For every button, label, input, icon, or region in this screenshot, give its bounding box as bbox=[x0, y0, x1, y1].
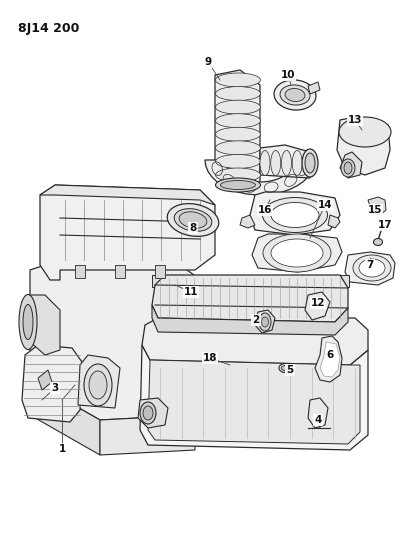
Polygon shape bbox=[252, 234, 342, 272]
Ellipse shape bbox=[167, 204, 219, 237]
Ellipse shape bbox=[285, 88, 305, 101]
Polygon shape bbox=[255, 310, 275, 333]
Polygon shape bbox=[195, 290, 220, 325]
Text: 18: 18 bbox=[203, 353, 217, 363]
Ellipse shape bbox=[305, 153, 315, 173]
Ellipse shape bbox=[280, 85, 310, 105]
Text: 17: 17 bbox=[378, 220, 392, 230]
Ellipse shape bbox=[374, 238, 383, 246]
Polygon shape bbox=[250, 192, 340, 235]
Text: 6: 6 bbox=[326, 350, 334, 360]
Ellipse shape bbox=[179, 212, 207, 228]
Ellipse shape bbox=[215, 168, 260, 182]
Text: 8: 8 bbox=[189, 223, 197, 233]
Ellipse shape bbox=[215, 155, 260, 168]
Text: 5: 5 bbox=[287, 365, 293, 375]
Ellipse shape bbox=[174, 209, 212, 231]
Polygon shape bbox=[152, 305, 348, 335]
Ellipse shape bbox=[84, 364, 112, 406]
Text: 1: 1 bbox=[58, 444, 66, 454]
Text: 16: 16 bbox=[258, 205, 272, 215]
Ellipse shape bbox=[271, 239, 323, 267]
Ellipse shape bbox=[262, 317, 269, 327]
Ellipse shape bbox=[282, 366, 289, 370]
Bar bbox=[152, 275, 349, 287]
Ellipse shape bbox=[292, 150, 302, 175]
Ellipse shape bbox=[259, 313, 271, 331]
Polygon shape bbox=[308, 82, 320, 94]
Polygon shape bbox=[345, 252, 395, 285]
Ellipse shape bbox=[263, 234, 331, 272]
Polygon shape bbox=[30, 380, 100, 455]
Polygon shape bbox=[38, 370, 52, 390]
Polygon shape bbox=[138, 398, 168, 428]
Polygon shape bbox=[205, 160, 315, 195]
Polygon shape bbox=[260, 145, 310, 178]
Text: 14: 14 bbox=[318, 200, 332, 210]
Polygon shape bbox=[40, 185, 215, 205]
Ellipse shape bbox=[140, 402, 156, 424]
Ellipse shape bbox=[359, 259, 385, 277]
Text: 2: 2 bbox=[252, 315, 260, 325]
Ellipse shape bbox=[215, 100, 260, 114]
Ellipse shape bbox=[303, 150, 313, 175]
Ellipse shape bbox=[263, 198, 328, 232]
Polygon shape bbox=[115, 265, 125, 278]
Polygon shape bbox=[320, 342, 340, 377]
Text: 3: 3 bbox=[51, 383, 59, 393]
Ellipse shape bbox=[89, 371, 107, 399]
Ellipse shape bbox=[215, 86, 260, 101]
Ellipse shape bbox=[19, 295, 37, 350]
Text: 8J14 200: 8J14 200 bbox=[18, 22, 79, 35]
Ellipse shape bbox=[215, 178, 260, 192]
Ellipse shape bbox=[341, 159, 355, 177]
Polygon shape bbox=[22, 345, 82, 422]
Ellipse shape bbox=[344, 162, 352, 174]
Polygon shape bbox=[40, 185, 215, 280]
Ellipse shape bbox=[271, 203, 319, 228]
Polygon shape bbox=[308, 398, 328, 428]
Text: 15: 15 bbox=[368, 205, 382, 215]
Ellipse shape bbox=[215, 114, 260, 128]
Polygon shape bbox=[152, 275, 348, 322]
Polygon shape bbox=[155, 265, 165, 278]
Ellipse shape bbox=[260, 150, 270, 175]
Ellipse shape bbox=[339, 117, 391, 147]
Polygon shape bbox=[142, 318, 368, 365]
Polygon shape bbox=[140, 345, 368, 450]
Text: 4: 4 bbox=[314, 415, 322, 425]
Polygon shape bbox=[100, 415, 195, 455]
Ellipse shape bbox=[215, 127, 260, 141]
Text: 9: 9 bbox=[204, 57, 212, 67]
Text: 11: 11 bbox=[184, 287, 198, 297]
Polygon shape bbox=[337, 118, 390, 175]
Ellipse shape bbox=[282, 150, 291, 175]
Polygon shape bbox=[340, 152, 362, 178]
Ellipse shape bbox=[215, 141, 260, 155]
Polygon shape bbox=[240, 215, 255, 228]
Text: 13: 13 bbox=[348, 115, 362, 125]
Ellipse shape bbox=[23, 304, 33, 340]
Polygon shape bbox=[148, 360, 360, 444]
Polygon shape bbox=[305, 292, 330, 320]
Ellipse shape bbox=[221, 181, 256, 190]
Ellipse shape bbox=[215, 73, 260, 87]
Ellipse shape bbox=[143, 406, 153, 420]
Polygon shape bbox=[368, 197, 386, 215]
Polygon shape bbox=[30, 260, 215, 420]
Polygon shape bbox=[315, 336, 342, 382]
Polygon shape bbox=[215, 70, 260, 190]
Text: 7: 7 bbox=[366, 260, 374, 270]
Polygon shape bbox=[78, 355, 120, 408]
Text: 12: 12 bbox=[311, 298, 325, 308]
Polygon shape bbox=[28, 295, 60, 355]
Ellipse shape bbox=[271, 150, 281, 175]
Polygon shape bbox=[328, 215, 340, 228]
Ellipse shape bbox=[274, 80, 316, 110]
Ellipse shape bbox=[279, 364, 291, 373]
Ellipse shape bbox=[353, 255, 391, 281]
Text: 10: 10 bbox=[281, 70, 295, 80]
Polygon shape bbox=[75, 265, 85, 278]
Ellipse shape bbox=[302, 149, 318, 177]
